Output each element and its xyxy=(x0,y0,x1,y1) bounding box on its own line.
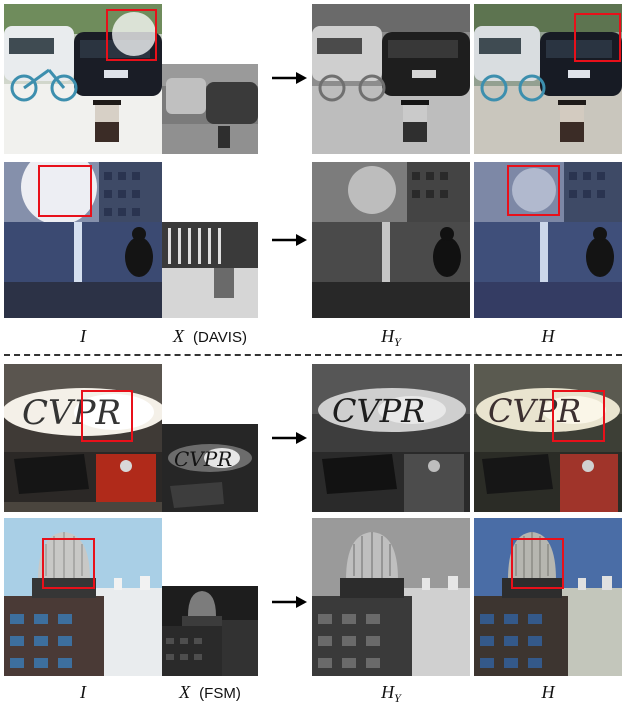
row3-output-highlight-box xyxy=(552,390,605,442)
row4-output-image xyxy=(474,518,622,676)
row2-input-image xyxy=(4,162,162,318)
row1-arrow-icon xyxy=(272,72,307,84)
label-event-top: X (DAVIS) xyxy=(173,326,247,346)
label-input-top: I xyxy=(80,326,86,346)
row1-output-highlight-box xyxy=(574,13,621,62)
row3-hy-sign-text: CVPR xyxy=(332,392,425,430)
row4-input-highlight-box xyxy=(42,538,95,589)
row1-output-image xyxy=(474,4,622,154)
row4-input-image xyxy=(4,518,162,676)
label-output-top: H xyxy=(541,326,555,346)
label-event-bottom: X (FSM) xyxy=(179,682,241,702)
row3-arrow-icon xyxy=(272,432,307,444)
row4-output-highlight-box xyxy=(511,538,564,589)
row1-hy-image xyxy=(312,4,470,154)
row3-output-image: CVPR xyxy=(474,364,622,512)
row1-input-highlight-box xyxy=(106,9,157,61)
row3-input-image: CVPR xyxy=(4,364,162,512)
row3-input-sign-text: CVPR xyxy=(22,393,121,433)
row4-event-image xyxy=(162,586,258,676)
row2-input-highlight-box xyxy=(38,165,92,217)
row1-event-image xyxy=(162,64,258,154)
row3-output-sign-text: CVPR xyxy=(488,392,581,430)
row3-hy-image: CVPR xyxy=(312,364,470,512)
row2-event-image xyxy=(162,222,258,318)
row3-input-highlight-box xyxy=(81,390,133,442)
row3-event-sign-text: CVPR xyxy=(174,447,232,471)
row2-output-image xyxy=(474,162,622,318)
row4-arrow-icon xyxy=(272,596,307,608)
section-divider xyxy=(4,354,622,356)
row2-output-highlight-box xyxy=(507,165,560,216)
row4-hy-image xyxy=(312,518,470,676)
row2-hy-image xyxy=(312,162,470,318)
row2-arrow-icon xyxy=(272,234,307,246)
label-output-bottom: H xyxy=(541,682,555,702)
label-input-bottom: I xyxy=(80,682,86,702)
label-hy-top: HY xyxy=(381,326,401,349)
label-hy-bottom: HY xyxy=(381,682,401,705)
row3-event-image: CVPR xyxy=(162,424,258,512)
